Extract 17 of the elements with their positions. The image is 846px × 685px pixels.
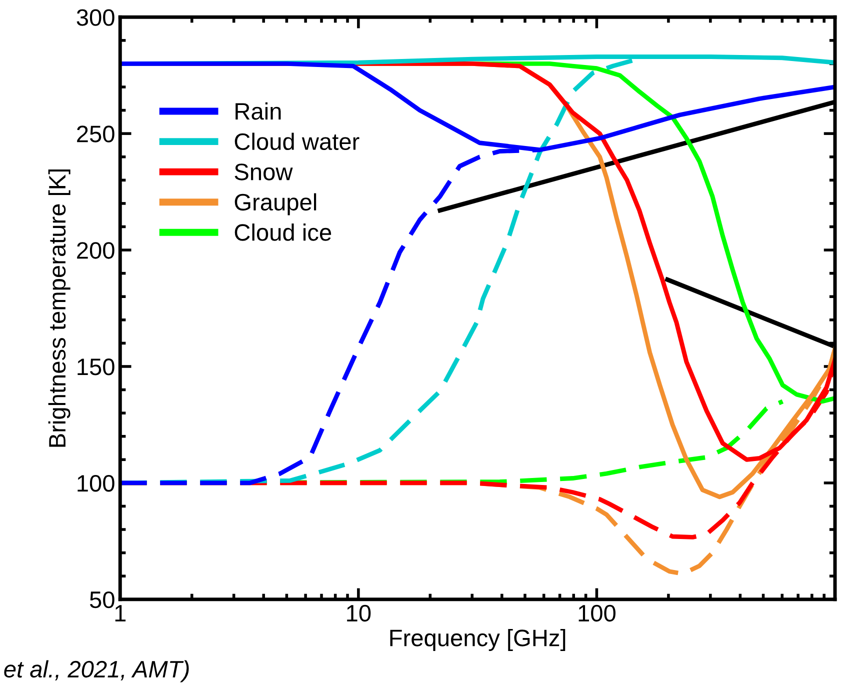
legend-label: Graupel xyxy=(234,193,316,216)
legend-label: Cloud water xyxy=(234,132,360,150)
legend-label: Rain xyxy=(236,102,281,120)
y-tick-label: 300 xyxy=(76,9,114,26)
x-tick-label: 100 xyxy=(578,604,616,622)
x-tick-label: 1 xyxy=(115,605,126,622)
y-tick-label: 250 xyxy=(77,126,114,142)
y-axis-title: Brightness temperature [K] xyxy=(48,170,70,447)
y-tick-label: 50 xyxy=(90,591,114,608)
legend-label: Snow xyxy=(234,164,293,180)
legend-label: Cloud ice xyxy=(234,224,332,241)
y-tick-label: 200 xyxy=(77,242,114,259)
x-axis-title: Frequency [GHz] xyxy=(390,629,566,652)
text: et al., 2021, AMT) xyxy=(4,660,189,682)
y-tick-label: 150 xyxy=(78,358,114,376)
y-tick-label: 100 xyxy=(78,474,114,492)
x-tick-label: 10 xyxy=(347,604,371,622)
